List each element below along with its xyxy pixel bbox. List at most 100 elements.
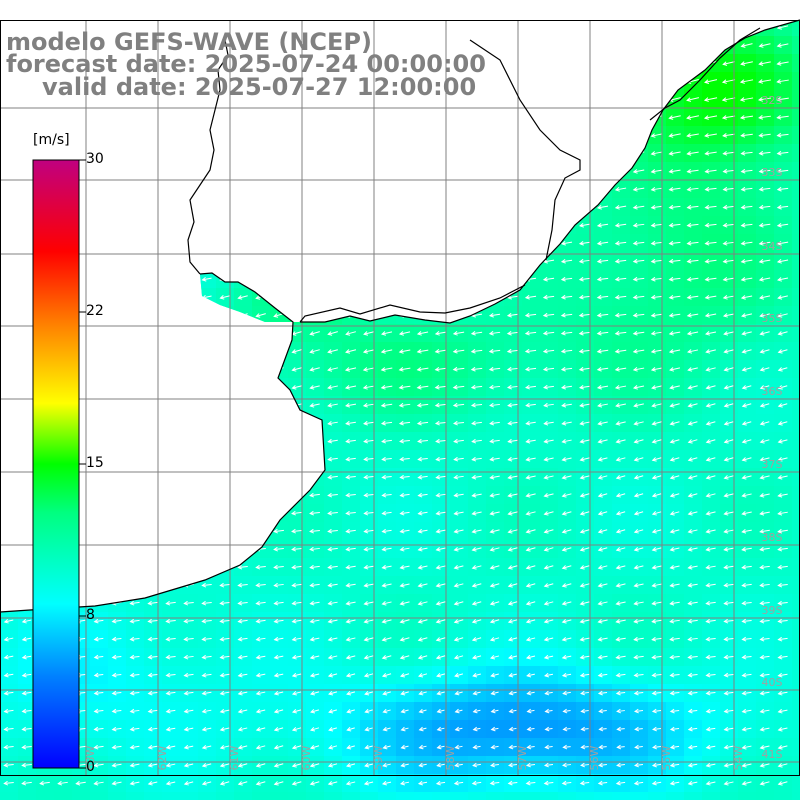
field-cell [486,72,504,90]
field-cell [108,432,126,450]
wind-arrow [201,222,212,228]
wind-arrow [309,456,320,462]
field-cell [180,360,198,378]
wind-arrow [292,7,302,11]
field-cell [576,54,594,72]
field-cell [306,180,324,198]
field-cell [162,270,180,288]
field-cell [234,540,252,558]
wind-arrow [291,168,302,174]
wind-arrow [633,79,645,84]
field-cell [90,0,108,18]
field-cell [630,792,648,800]
field-cell [270,468,288,486]
field-cell [0,90,18,108]
wind-arrow [21,402,32,408]
wind-arrow [489,241,500,246]
field-cell [576,180,594,198]
field-cell [468,180,486,198]
field-cell [486,270,504,288]
wind-arrow [489,259,500,264]
wind-arrow [93,132,104,138]
field-cell [522,234,540,252]
wind-arrow [21,240,32,246]
wind-arrow [687,25,698,30]
field-cell [288,450,306,468]
field-cell [288,252,306,270]
field-cell [792,0,800,18]
wind-arrow [147,294,158,300]
field-cell [648,792,666,800]
wind-arrow [93,366,104,372]
wind-arrow [255,259,266,264]
field-cell [792,108,800,126]
field-cell [216,162,234,180]
wind-arrow [21,258,32,264]
field-cell [252,198,270,216]
wind-arrow [742,8,752,12]
field-cell [540,180,558,198]
field-cell [288,432,306,450]
wind-arrow [165,457,176,462]
field-cell [378,270,396,288]
wind-arrow [489,97,500,102]
wind-arrow [21,204,32,210]
field-cell [612,126,630,144]
wind-arrow [273,295,285,300]
field-cell [792,252,800,270]
field-cell [486,252,504,270]
wind-arrow [453,277,464,282]
wind-arrow [147,168,158,174]
wind-arrow [183,204,194,210]
wind-arrow [668,61,681,66]
wind-arrow [129,528,140,534]
wind-arrow [273,277,284,282]
field-cell [198,468,216,486]
wind-arrow [219,546,230,552]
field-cell [504,162,522,180]
field-cell [162,450,180,468]
wind-arrow [778,7,788,11]
field-cell [234,252,252,270]
wind-arrow [183,385,194,390]
wind-arrow [111,403,122,408]
field-cell [648,54,666,72]
field-cell [558,90,576,108]
wind-arrow [417,42,428,48]
wind-arrow [21,276,32,282]
field-cell [216,360,234,378]
wind-arrow [237,132,248,138]
wind-arrow [219,150,230,156]
field-cell [252,414,270,432]
field-cell [504,270,522,288]
wind-arrow [507,151,518,156]
wind-arrow [201,150,212,156]
wind-arrow [453,295,464,300]
wind-arrow [147,439,158,444]
wind-arrow [255,474,266,480]
wind-arrow [579,43,590,48]
wind-arrow [21,547,32,552]
wind-arrow [237,546,248,552]
field-cell [396,216,414,234]
field-cell [576,0,594,18]
field-cell [180,792,198,800]
wind-arrow [507,42,518,48]
wind-arrow [237,474,248,480]
wind-arrow [219,403,230,408]
field-cell [252,216,270,234]
field-cell [486,0,504,18]
field-cell [504,108,522,126]
wind-arrow [327,205,338,210]
wind-arrow [417,295,428,300]
wind-arrow [525,61,536,66]
wind-arrow [273,168,284,174]
field-cell [486,90,504,108]
field-cell [342,180,360,198]
field-cell [180,126,198,144]
wind-arrow [435,205,446,210]
wind-arrow [165,546,176,552]
wind-arrow [543,25,554,30]
latitude-label: 36S [762,385,783,398]
wind-arrow [597,61,608,66]
